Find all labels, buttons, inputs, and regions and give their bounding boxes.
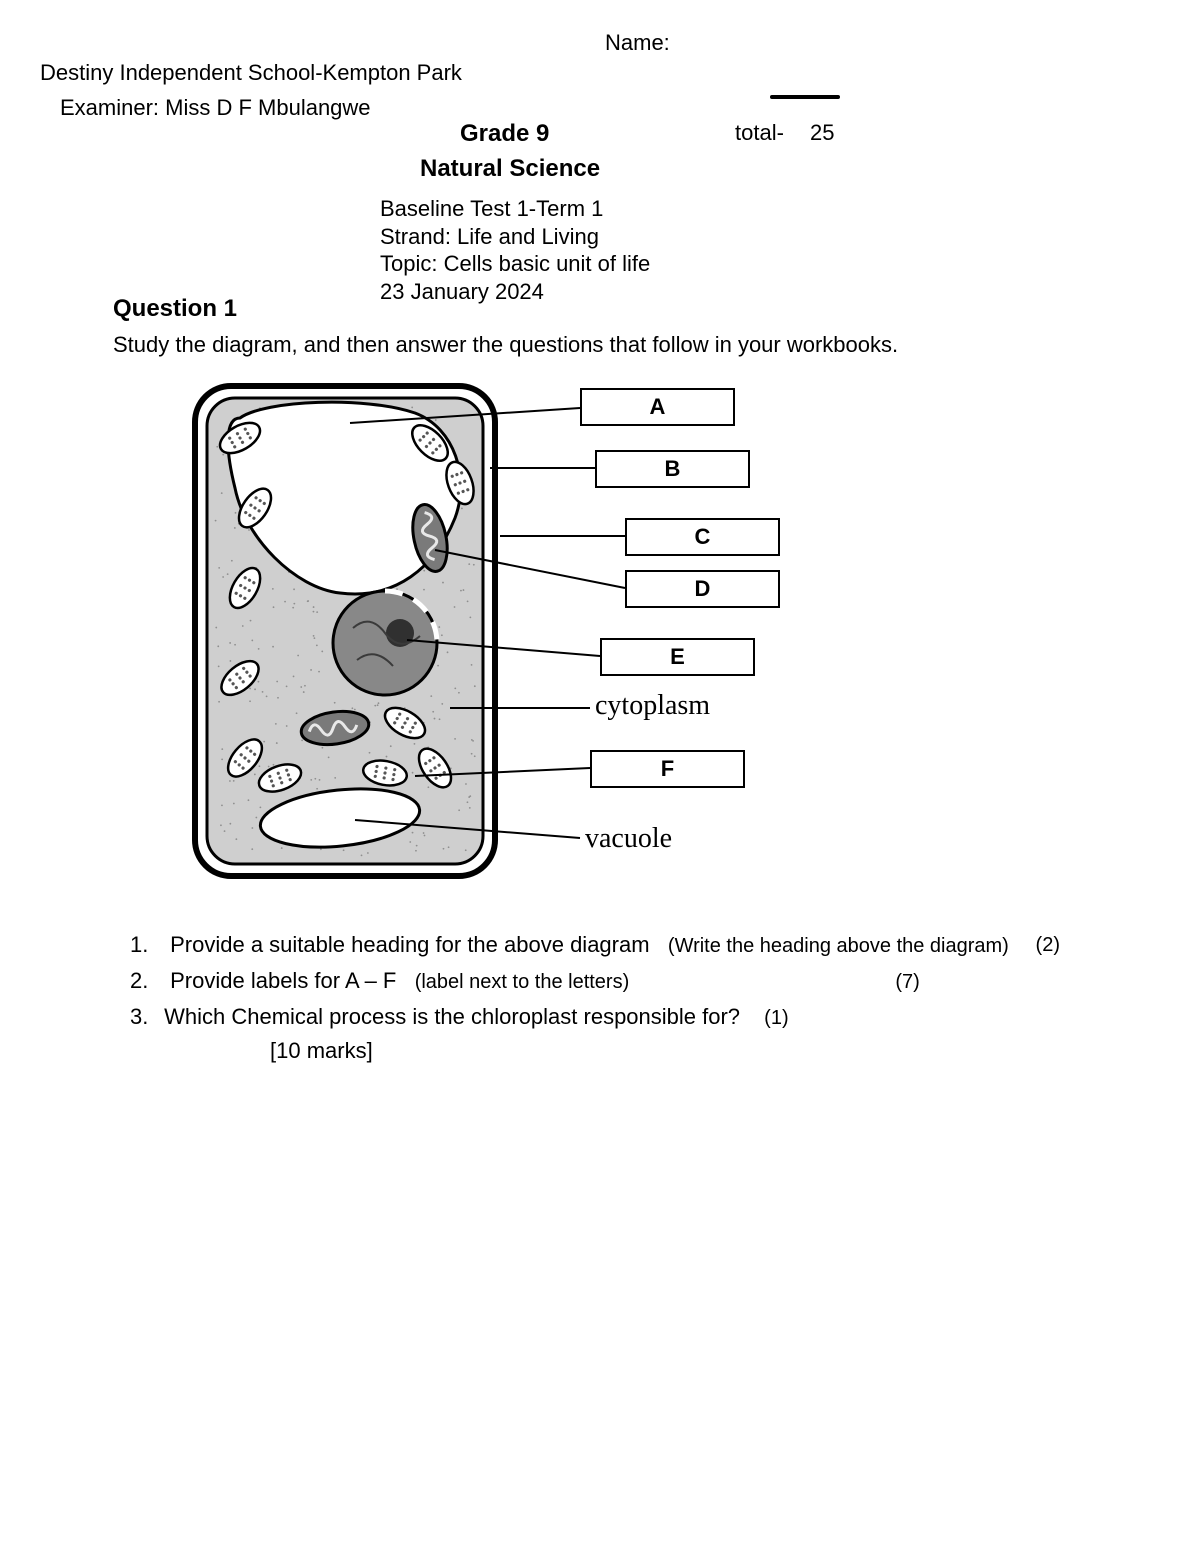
subq-num: 1. — [130, 930, 164, 960]
subquestion-row: 3. Which Chemical process is the chlorop… — [130, 1002, 1100, 1032]
subquestion-row: 1. Provide a suitable heading for the ab… — [130, 930, 1100, 960]
total-value: 25 — [810, 120, 834, 146]
subquestions: 1. Provide a suitable heading for the ab… — [130, 930, 1100, 1064]
question-1-instruction: Study the diagram, and then answer the q… — [113, 332, 898, 358]
subq-num: 2. — [130, 966, 164, 996]
diagram-label-box-e: E — [600, 638, 755, 676]
diagram-label-box-d: D — [625, 570, 780, 608]
total-underline — [770, 95, 840, 99]
diagram-label-box-a: A — [580, 388, 735, 426]
meta-block: Baseline Test 1-Term 1 Strand: Life and … — [380, 195, 650, 305]
name-label: Name: — [605, 30, 670, 56]
subq-text: Which Chemical process is the chloroplas… — [164, 1004, 740, 1029]
subq-mark: (7) — [895, 971, 919, 993]
meta-line: 23 January 2024 — [380, 278, 650, 306]
meta-line: Baseline Test 1-Term 1 — [380, 195, 650, 223]
school-name: Destiny Independent School-Kempton Park — [40, 60, 462, 86]
diagram-free-label: vacuole — [585, 823, 672, 855]
diagram-label-box-b: B — [595, 450, 750, 488]
subq-hint: (Write the heading above the diagram) — [668, 935, 1009, 957]
diagram-free-label: cytoplasm — [595, 690, 710, 722]
meta-line: Strand: Life and Living — [380, 223, 650, 251]
subject: Natural Science — [420, 155, 600, 183]
subq-mark: (1) — [764, 1007, 788, 1029]
diagram-label-box-f: F — [590, 750, 745, 788]
diagram-label-box-c: C — [625, 518, 780, 556]
cell-diagram: ABCDE Fcytoplasm vacuole — [185, 378, 850, 884]
total-marks: [10 marks] — [270, 1038, 1100, 1064]
subq-mark: (2) — [1036, 932, 1060, 959]
subq-hint: (label next to the letters) — [415, 971, 630, 993]
cell-svg — [185, 378, 850, 884]
examiner: Examiner: Miss D F Mbulangwe — [60, 95, 371, 121]
question-1-heading: Question 1 — [113, 295, 237, 323]
meta-line: Topic: Cells basic unit of life — [380, 250, 650, 278]
subquestion-row: 2. Provide labels for A – F (label next … — [130, 966, 1100, 996]
total-label: total- — [735, 120, 784, 146]
subq-num: 3. — [130, 1002, 158, 1032]
subq-text: Provide labels for A – F — [170, 968, 396, 993]
subq-text: Provide a suitable heading for the above… — [170, 932, 649, 957]
grade: Grade 9 — [460, 120, 549, 148]
